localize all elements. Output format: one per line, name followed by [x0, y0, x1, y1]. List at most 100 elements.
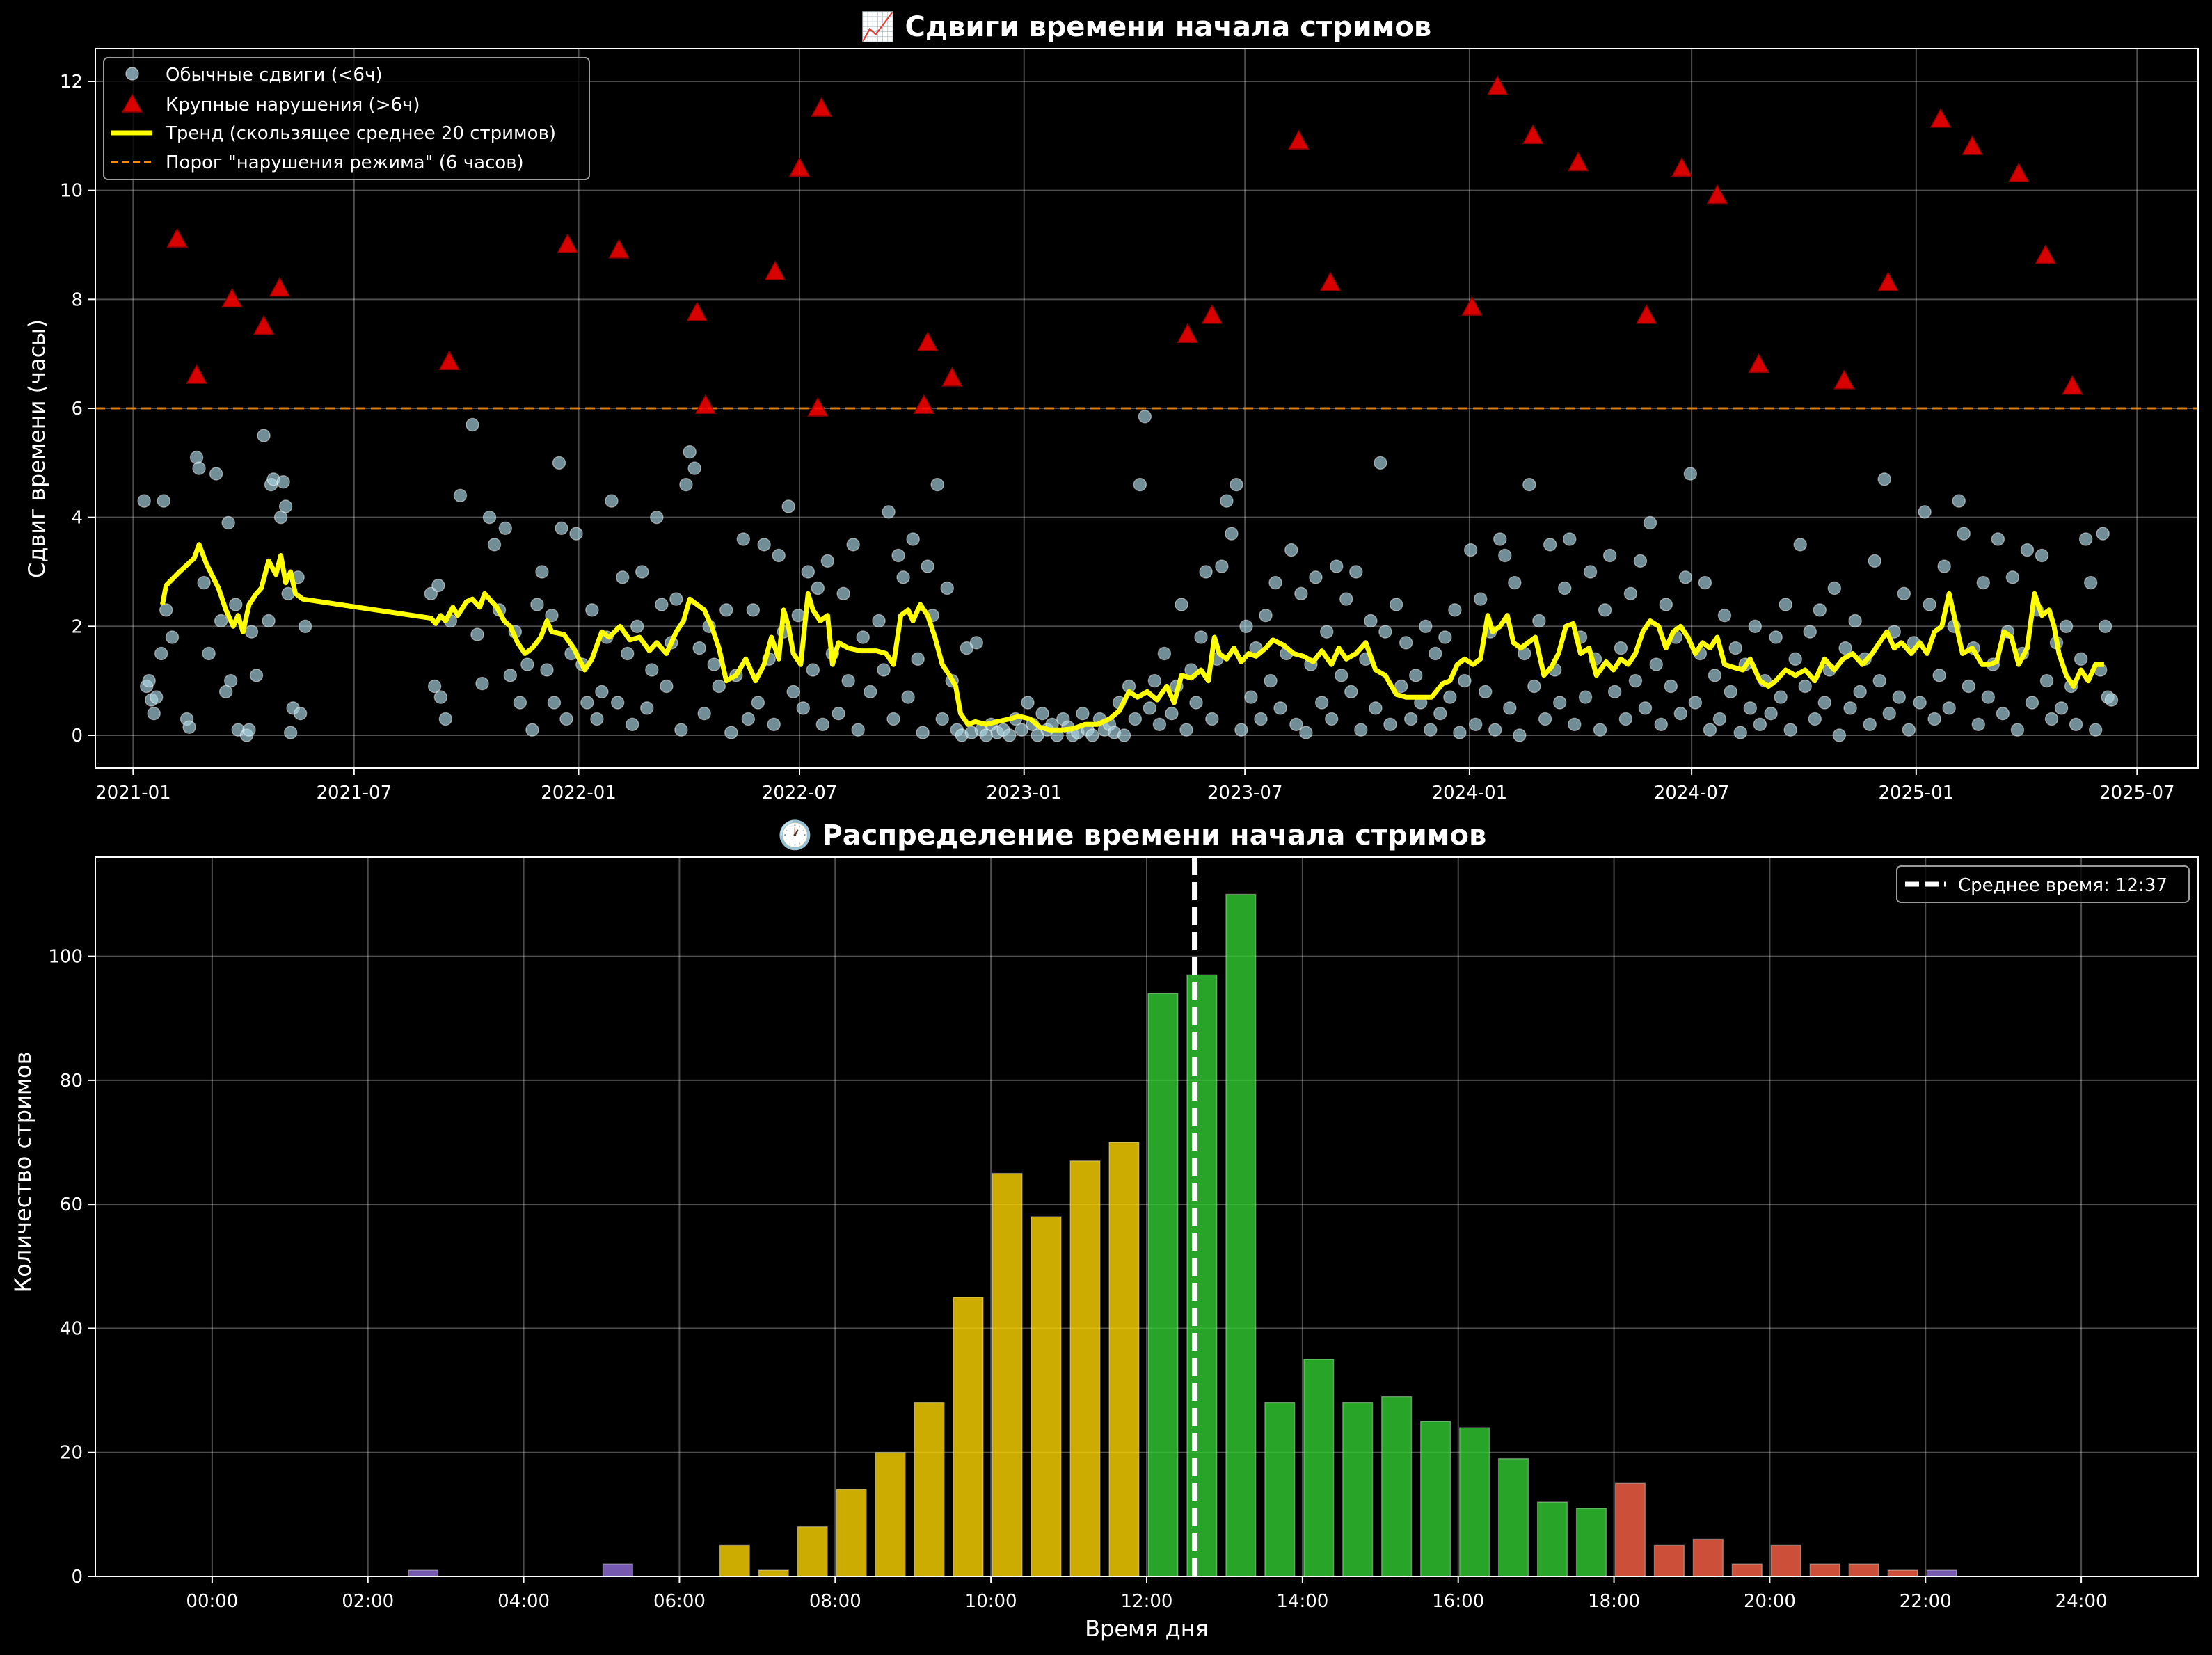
normal-shift-point — [872, 614, 886, 628]
y-tick-label: 60 — [60, 1194, 83, 1215]
normal-shift-point — [1654, 717, 1669, 732]
normal-shift-point — [1021, 696, 1035, 710]
normal-shift-point — [1458, 673, 1472, 688]
legend-item-trend: Тренд (скользящее среднее 20 стримов) — [111, 123, 556, 144]
normal-shift-point — [820, 554, 835, 568]
normal-shift-point — [513, 696, 527, 710]
major-violation-marker — [557, 233, 579, 253]
normal-shift-point — [503, 669, 518, 682]
normal-shift-point — [2083, 575, 2098, 590]
normal-shift-point — [1633, 554, 1648, 568]
normal-shift-point — [1179, 723, 1193, 737]
histogram-bar — [1848, 1563, 1879, 1577]
histogram-bar — [719, 1544, 750, 1577]
normal-shift-point — [846, 538, 860, 552]
normal-shift-point — [1649, 657, 1664, 671]
normal-shift-point — [832, 706, 845, 721]
normal-shift-point — [1848, 614, 1862, 628]
normal-shift-point — [498, 521, 513, 536]
histogram-bar — [914, 1402, 945, 1577]
normal-shift-point — [1294, 586, 1308, 601]
x-tick-label: 06:00 — [653, 1591, 706, 1612]
normal-shift-point — [1175, 598, 1188, 611]
x-axis-label: Время дня — [1085, 1615, 1209, 1642]
normal-shift-point — [1638, 701, 1653, 715]
plot-frame — [95, 856, 2199, 1577]
histogram-bar — [1381, 1396, 1413, 1577]
major-violation-marker — [807, 397, 829, 417]
normal-shift-point — [1913, 696, 1927, 710]
normal-shift-point — [1383, 717, 1397, 732]
normal-shift-point — [1562, 532, 1577, 546]
normal-shift-point — [1593, 723, 1607, 737]
normal-shift-point — [2098, 619, 2112, 634]
normal-shift-point — [1832, 728, 1847, 742]
major-violation-marker — [1748, 353, 1769, 374]
normal-shift-point — [595, 685, 609, 699]
y-tick-label: 100 — [48, 947, 83, 968]
normal-shift-point — [1774, 690, 1788, 704]
normal-shift-point — [540, 663, 554, 677]
normal-shift-point — [1408, 669, 1423, 682]
normal-shift-point — [1808, 712, 1822, 726]
normal-shift-point — [630, 619, 644, 634]
normal-shift-point — [1863, 717, 1877, 732]
normal-shift-point — [620, 646, 635, 661]
histogram-bar — [1692, 1538, 1724, 1577]
normal-shift-point — [249, 669, 264, 682]
normal-shift-point — [293, 706, 308, 721]
normal-shift-point — [1733, 726, 1748, 739]
histogram-bar — [1731, 1563, 1763, 1577]
normal-shift-point — [1793, 538, 1807, 552]
normal-shift-point — [1299, 726, 1313, 739]
normal-shift-point — [2005, 570, 2020, 584]
chart-title: 📈 Сдвиги времени начала стримов — [861, 10, 1431, 43]
normal-shift-point — [1937, 559, 1951, 573]
normal-shift-point — [2035, 548, 2049, 563]
normal-shift-point — [1314, 696, 1329, 710]
histogram-bar — [1653, 1544, 1685, 1577]
normal-shift-point — [1981, 690, 1996, 704]
histogram-bar — [953, 1297, 984, 1577]
histogram-bar — [1419, 1421, 1451, 1577]
normal-shift-point — [969, 636, 984, 650]
normal-shift-point — [1289, 717, 1303, 732]
major-violation-marker — [1177, 323, 1199, 343]
major-violation-marker — [1833, 369, 1855, 390]
normal-shift-point — [1453, 726, 1467, 739]
normal-shift-point — [1927, 712, 1941, 726]
normal-shift-point — [712, 679, 726, 694]
normal-shift-point — [466, 417, 479, 432]
normal-shift-point — [1403, 712, 1418, 726]
normal-shift-point — [1543, 538, 1557, 552]
normal-shift-point — [767, 717, 781, 732]
normal-shift-point — [751, 696, 765, 710]
normal-shift-point — [1728, 641, 1743, 655]
legend-item-normal: Обычные сдвиги (<6ч) — [125, 65, 382, 86]
normal-shift-point — [214, 614, 228, 628]
major-violation-marker — [1671, 157, 1693, 177]
major-violation-marker — [1567, 151, 1589, 172]
normal-shift-point — [1394, 679, 1408, 694]
normal-shift-point — [655, 598, 669, 611]
normal-shift-point — [1264, 673, 1278, 688]
normal-shift-point — [453, 488, 468, 503]
normal-shift-point — [1147, 673, 1162, 688]
normal-shift-point — [1324, 712, 1339, 726]
x-tick-label: 22:00 — [1900, 1591, 1952, 1612]
normal-shift-point — [1598, 603, 1612, 617]
normal-shift-point — [2059, 619, 2074, 634]
normal-shift-point — [1230, 477, 1243, 492]
x-tick-label: 2024-01 — [1432, 783, 1508, 803]
legend-label: Среднее время: 12:37 — [1958, 875, 2167, 896]
normal-shift-point — [1117, 728, 1131, 742]
normal-shift-point — [2078, 532, 2093, 546]
histogram-bar — [1303, 1359, 1335, 1577]
normal-shift-point — [1463, 543, 1478, 557]
histogram-bar — [1770, 1544, 1801, 1577]
normal-shift-point — [1189, 696, 1203, 710]
normal-shift-point — [547, 696, 562, 710]
normal-shift-point — [1717, 608, 1732, 623]
normal-shift-point — [796, 701, 811, 715]
histogram-bar — [1069, 1160, 1101, 1577]
